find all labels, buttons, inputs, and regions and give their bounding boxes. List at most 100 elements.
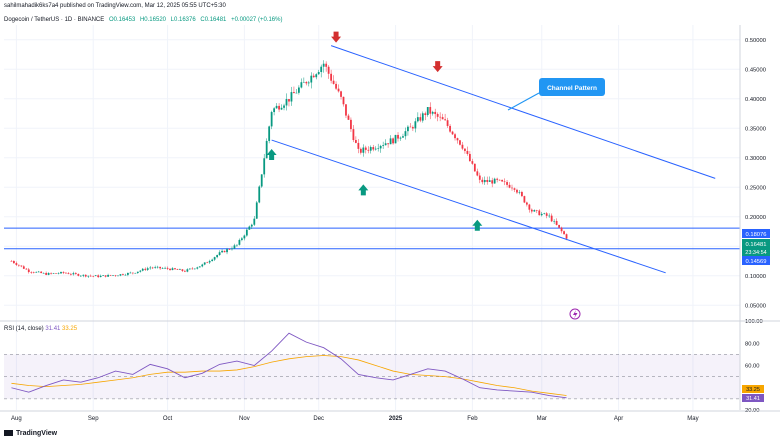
candle-body <box>258 186 261 203</box>
candle-body <box>387 143 390 145</box>
symbol-name[interactable]: Dogecoin / TetherUS · 1D · BINANCE <box>4 17 105 23</box>
candle-body <box>221 250 223 253</box>
candle-body <box>454 134 456 139</box>
candle-body <box>57 273 60 274</box>
candle-body <box>337 88 340 92</box>
candle-body <box>464 148 466 151</box>
candle-body <box>99 275 102 278</box>
candle-body <box>164 267 166 269</box>
ohlc-close: C0.16481 <box>200 17 227 23</box>
svg-text:23:34:54: 23:34:54 <box>745 250 766 256</box>
rsi-ma-value: 33.25 <box>62 326 78 332</box>
candle-body <box>201 264 204 267</box>
candle-body <box>278 105 280 110</box>
candle-body <box>310 75 313 83</box>
svg-text:0.14569: 0.14569 <box>746 259 767 265</box>
candle-body <box>297 87 300 93</box>
symbol-ohlc-row: Dogecoin / TetherUS · 1D · BINANCE O0.16… <box>4 17 285 23</box>
candle-body <box>555 220 558 225</box>
candle-body <box>17 264 20 266</box>
candle-body <box>117 275 119 277</box>
candle-body <box>511 187 513 189</box>
candle-body <box>169 268 171 271</box>
x-tick-label: Sep <box>88 416 99 422</box>
candle-body <box>449 125 451 132</box>
candle-body <box>82 274 85 276</box>
candle-body <box>171 268 174 271</box>
channel-pattern-callout: Channel Pattern <box>507 78 605 111</box>
y-tick-label: 0.50000 <box>745 38 766 44</box>
candle-body <box>446 120 449 126</box>
candle-body <box>382 145 385 146</box>
candle-body <box>317 72 320 75</box>
candle-body <box>124 274 127 276</box>
arrow-up-icon <box>266 148 277 160</box>
candle-body <box>198 266 201 268</box>
candle-body <box>72 273 75 275</box>
candle-body <box>404 131 407 137</box>
callout-text: Channel Pattern <box>547 85 597 92</box>
candle-body <box>538 210 541 216</box>
candle-body <box>486 179 489 182</box>
candle-body <box>131 272 134 274</box>
publisher-line: sahilmahadik6ks7a4 published on TradingV… <box>4 3 226 9</box>
tradingview-footer[interactable]: TradingView <box>4 430 57 437</box>
candle-body <box>13 261 15 264</box>
candle-body <box>231 248 233 250</box>
candle-body <box>359 148 362 153</box>
candle-body <box>107 274 109 277</box>
candle-body <box>545 213 548 216</box>
candle-body <box>213 257 216 260</box>
candle-body <box>67 273 70 275</box>
candle-body <box>20 265 23 267</box>
candle-body <box>226 249 228 253</box>
candle-body <box>248 226 251 230</box>
candle-body <box>112 275 114 276</box>
candle-body <box>55 273 57 274</box>
candle-body <box>315 74 318 78</box>
candle-body <box>525 202 528 205</box>
candle-body <box>471 161 474 164</box>
candle-body <box>233 245 236 249</box>
candle-body <box>268 126 271 141</box>
chart-grid <box>4 25 740 410</box>
candle-body <box>260 174 263 187</box>
candle-body <box>513 188 516 190</box>
candle-body <box>473 163 476 172</box>
candle-body <box>109 274 112 276</box>
lightning-icon[interactable] <box>569 308 581 320</box>
candle-body <box>236 244 238 246</box>
candle-body <box>283 105 285 108</box>
y-tick-label: 0.35000 <box>745 126 766 132</box>
x-tick-label: Dec <box>313 416 324 422</box>
candle-body <box>488 180 491 182</box>
ohlc-low: L0.16376 <box>170 17 196 23</box>
candle-body <box>431 111 434 114</box>
candle-body <box>340 91 342 97</box>
candle-body <box>424 113 427 116</box>
rsi-label: RSI (14, close) <box>4 326 44 332</box>
candle-body <box>548 215 551 217</box>
price-badge-lower: 0.14569 <box>742 256 770 265</box>
candle-body <box>441 117 444 120</box>
candle-body <box>184 270 186 272</box>
rsi-line <box>11 332 567 399</box>
candle-body <box>493 178 496 184</box>
candle-body <box>84 274 87 277</box>
candle-body <box>181 269 184 271</box>
rsi-y-tick-label: 80.00 <box>745 341 760 347</box>
y-tick-label: 0.10000 <box>745 274 766 280</box>
candle-body <box>468 153 471 162</box>
candle-body <box>389 138 392 145</box>
ohlc-high: H0.16520 <box>139 17 166 23</box>
svg-text:33.25: 33.25 <box>746 387 760 393</box>
candle-body <box>553 220 556 222</box>
candle-body <box>419 117 422 121</box>
candle-body <box>188 268 191 270</box>
candle-body <box>102 275 105 276</box>
candle-body <box>409 126 412 128</box>
candle-body <box>416 117 419 122</box>
candle-body <box>307 82 310 84</box>
candle-body <box>369 147 372 151</box>
